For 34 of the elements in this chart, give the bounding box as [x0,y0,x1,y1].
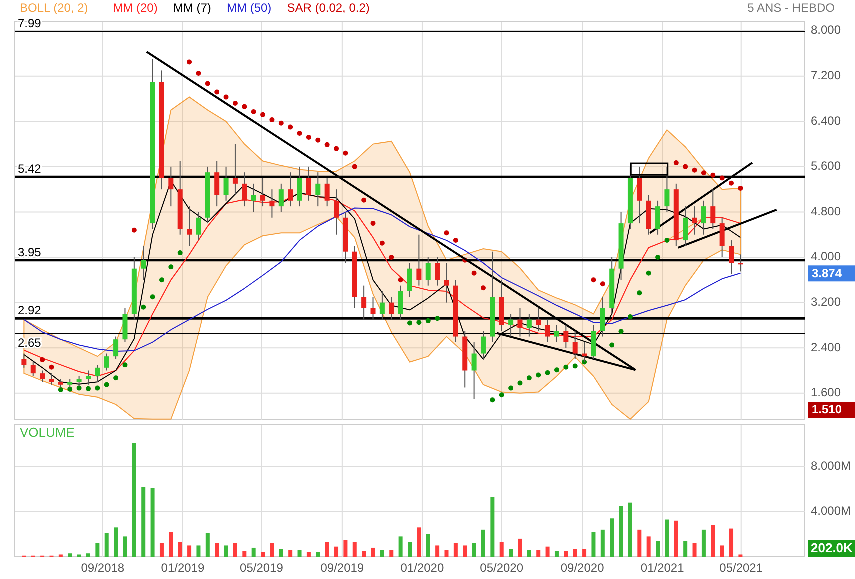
ref-line-label: 7.99 [18,16,42,31]
text: MM (7) [173,1,212,15]
text: 202.0K [811,540,854,556]
text: MM (50) [227,1,272,15]
x-tick-label: 09/2019 [320,561,364,575]
ref-line-label: 3.95 [18,245,42,260]
x-tick-label: 05/2020 [480,561,524,575]
x-tick-label: 01/2021 [640,561,685,575]
x-tick-label: 05/2019 [240,561,284,575]
ref-line-label: 2.92 [18,304,42,318]
y-tick-label: 4.800 [811,204,842,218]
text: MM (20) [113,1,158,15]
y-tick-label: 7.200 [811,68,842,83]
chart-subtitle: 5 ANS - HEBDO [748,1,835,15]
x-tick-label: 01/2019 [161,561,205,575]
y-tick-label: 4.000 [811,250,842,264]
text: 1.510 [812,402,842,417]
y-tick-label: 3.200 [811,294,842,309]
chart-title: VOLUME [20,425,76,440]
ref-line-label: 5.42 [18,162,42,176]
y-tick-label: 1.600 [811,386,842,400]
x-tick-label: 01/2020 [400,561,444,575]
y-tick-label: 8.000M [811,458,852,473]
y-tick-label: 4.000M [811,504,852,518]
x-tick-label: 09/2020 [560,561,605,575]
text: SAR (0.02, 0.2) [287,1,370,15]
x-tick-label: 09/2018 [81,561,125,575]
x-tick-label: 05/2021 [720,561,764,575]
y-tick-label: 2.400 [811,340,842,354]
text: 3.874 [812,266,842,280]
text: BOLL (20, 2) [20,1,88,15]
y-tick-label: 6.400 [811,114,842,128]
y-tick-label: 5.600 [811,159,842,174]
y-tick-label: 8.000 [811,23,842,38]
